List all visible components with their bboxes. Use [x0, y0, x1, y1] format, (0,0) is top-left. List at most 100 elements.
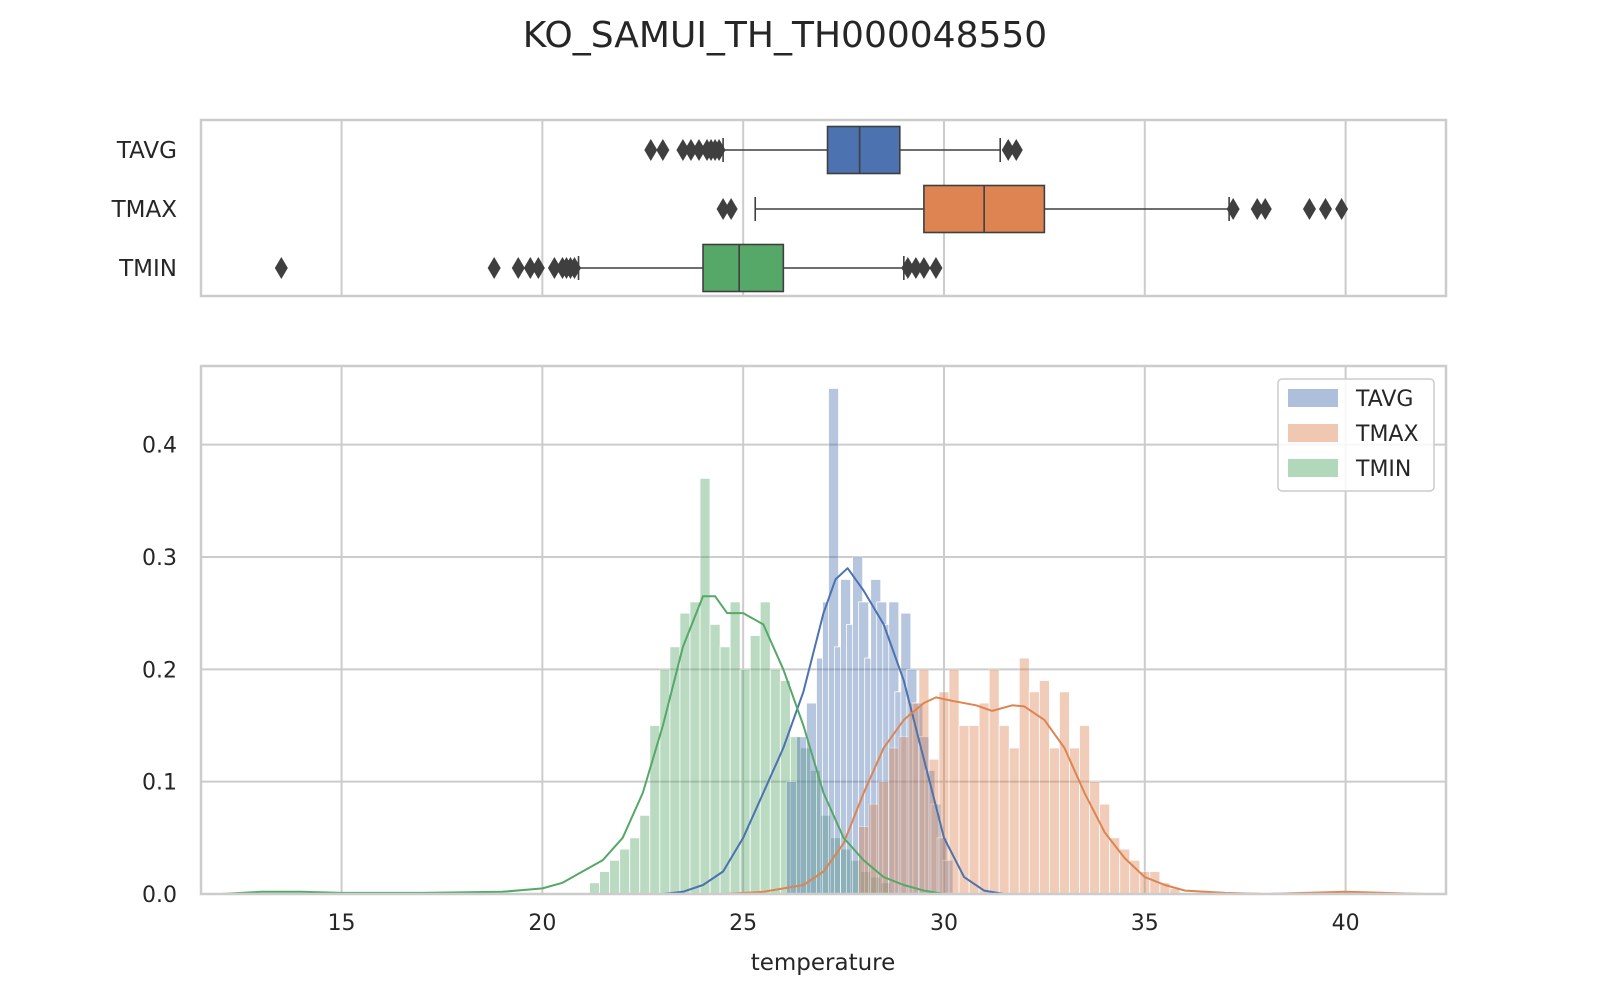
outlier-tmin	[531, 257, 545, 279]
bar-tavg	[806, 702, 817, 895]
outlier-tmax	[1319, 198, 1333, 220]
bar-tmin	[769, 668, 781, 895]
histogram-frame	[199, 364, 1448, 896]
boxplot-panel: TAVG TMAX TMIN	[111, 118, 1448, 298]
x-tick-label: 30	[930, 911, 958, 936]
outlier-tavg	[684, 139, 698, 161]
x-tick-label: 20	[528, 911, 556, 936]
y-tick-label: 0.0	[142, 883, 177, 908]
bar-tmin	[719, 646, 731, 895]
x-tick-label: 35	[1131, 911, 1159, 936]
outlier-tavg	[676, 139, 690, 161]
histogram-panel: 0.0 0.1 0.2 0.3 0.4 15 20 25 30 35 40 temperature…	[142, 364, 1448, 976]
bar-tmax	[968, 725, 980, 895]
bar-tmax	[868, 803, 880, 895]
outlier-tmax	[724, 198, 738, 220]
x-axis-label: temperature	[751, 950, 896, 976]
y-tick-label: 0.4	[142, 434, 177, 459]
kde-tmin	[221, 595, 945, 895]
bar-tavg	[795, 736, 807, 895]
outlier-tavg	[692, 139, 706, 161]
bar-tmax	[898, 736, 910, 895]
outlier-tmax	[1302, 198, 1316, 220]
bar-tmax	[1099, 803, 1111, 895]
kde-tmax	[723, 696, 1426, 895]
outlier-tmin	[523, 257, 537, 279]
outlier-tavg	[712, 139, 726, 161]
x-tick-label: 15	[328, 911, 356, 936]
bar-tmin	[739, 668, 751, 895]
bar-tmax	[1038, 680, 1050, 895]
bar-tmin	[599, 871, 611, 895]
x-tick-label: 25	[729, 911, 757, 936]
bar-tmin	[749, 635, 761, 895]
kde-curves	[221, 567, 1426, 895]
iqr-box-tavg	[826, 125, 901, 175]
bar-tmax	[1079, 725, 1090, 895]
bar-tmax	[998, 725, 1010, 895]
y-tick-label: 0.3	[142, 546, 177, 571]
bars-tmax	[858, 657, 1181, 895]
iqr-box-tmin	[702, 243, 785, 293]
bar-tmax	[1119, 848, 1131, 895]
outlier-tmax	[716, 198, 730, 220]
y-tick-labels: 0.0 0.1 0.2 0.3 0.4	[142, 434, 177, 908]
outlier-tmin	[929, 257, 943, 279]
boxplot-label-tavg: TAVG	[116, 138, 177, 164]
bar-tmin	[759, 601, 771, 895]
bar-tmax	[1018, 657, 1030, 895]
bar-tmax	[988, 668, 1000, 895]
bar-tmax	[928, 758, 940, 895]
boxplot-category-labels: TAVG TMAX TMIN	[111, 138, 178, 282]
bar-tavg	[785, 781, 797, 895]
outlier-tmin	[917, 257, 931, 279]
y-tick-label: 0.1	[142, 771, 177, 796]
outlier-tmax	[1335, 198, 1349, 220]
outlier-tmin	[487, 257, 501, 279]
bar-tmin	[619, 848, 631, 895]
outlier-tmax	[1226, 198, 1240, 220]
bar-tmin	[669, 646, 681, 895]
outlier-tmin	[274, 257, 288, 279]
boxplot-label-tmin: TMIN	[118, 256, 177, 282]
bar-tmin	[609, 859, 621, 895]
bars-tavg	[785, 388, 954, 895]
legend: TAVG TMAX TMIN	[1277, 378, 1435, 492]
chart-title: KO_SAMUI_TH_TH000048550	[523, 15, 1047, 56]
bar-tmax	[978, 702, 990, 895]
bar-tmax	[888, 747, 900, 895]
legend-label-tavg: TAVG	[1355, 387, 1413, 412]
legend-swatch-tmax	[1288, 424, 1338, 442]
bar-tmax	[1089, 781, 1101, 895]
y-tick-label: 0.2	[142, 658, 177, 683]
legend-frame	[1277, 378, 1435, 492]
bar-tmax	[938, 691, 950, 895]
outlier-tmax	[1258, 198, 1272, 220]
histogram-bars	[589, 388, 1181, 895]
outlier-tavg	[1009, 139, 1023, 161]
box-tmax	[716, 184, 1349, 234]
outlier-tavg	[644, 139, 658, 161]
box-tmin	[274, 243, 943, 293]
bar-tmax	[1028, 691, 1040, 895]
outlier-tavg	[656, 139, 670, 161]
legend-swatch-tavg	[1288, 389, 1338, 407]
bar-tmax	[1008, 747, 1020, 895]
bar-tmin	[709, 623, 721, 895]
outlier-tmin	[568, 257, 581, 279]
kde-tavg	[662, 567, 1005, 895]
bar-tmin	[639, 814, 651, 895]
bar-tmin	[689, 601, 701, 895]
legend-swatch-tmin	[1288, 459, 1338, 477]
histogram-background	[201, 366, 1446, 894]
legend-label-tmin: TMIN	[1355, 457, 1411, 482]
outlier-tmin	[511, 257, 525, 279]
outlier-tavg	[1001, 139, 1015, 161]
boxplot-label-tmax: TMAX	[111, 197, 178, 223]
bar-tmax	[948, 668, 960, 895]
bar-tmin	[629, 837, 641, 895]
legend-label-tmax: TMAX	[1355, 422, 1419, 447]
bar-tmin	[699, 477, 711, 895]
outlier-tmin	[901, 257, 915, 279]
